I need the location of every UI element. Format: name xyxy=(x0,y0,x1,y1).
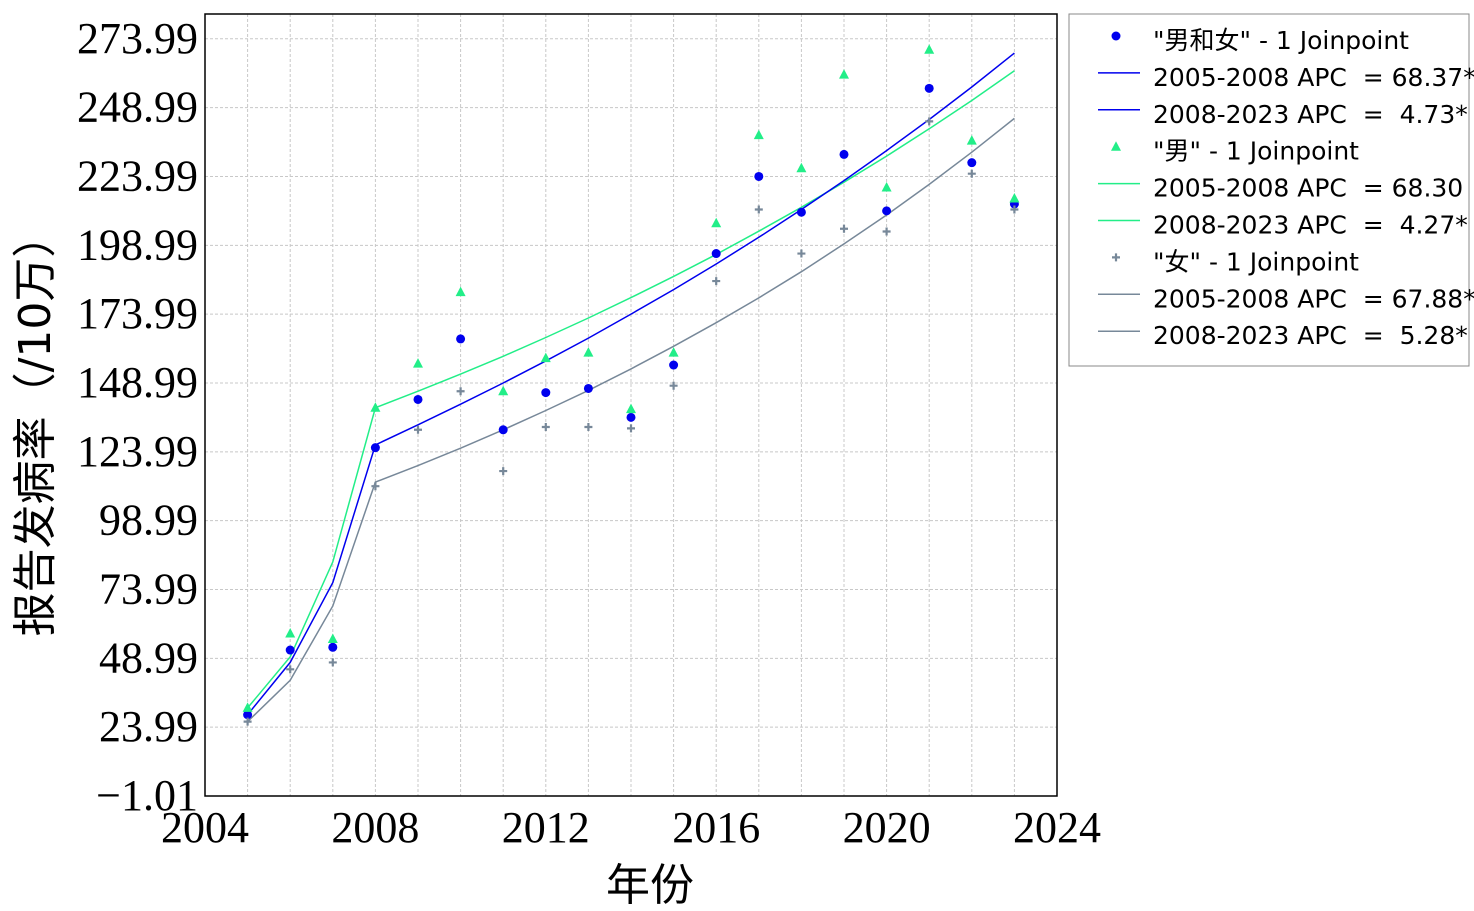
grid-lines xyxy=(204,14,1058,797)
data-point xyxy=(455,286,466,297)
y-tick-label: 198.99 xyxy=(77,220,198,269)
y-axis-title: 报告发病率（/10万） xyxy=(10,214,61,637)
data-point xyxy=(711,217,722,228)
x-axis-ticks: 2004 2008 2012 2016 2020 2024 xyxy=(161,803,1101,852)
data-point xyxy=(882,227,891,236)
data-point xyxy=(1111,141,1121,151)
data-point xyxy=(541,388,551,398)
y-tick-label: 23.99 xyxy=(99,702,198,751)
legend-segment-label: 2005-2008 APC = 68.30 xyxy=(1153,174,1463,203)
legend-series-name: "男" - 1 Joinpoint xyxy=(1153,137,1359,166)
x-tick-label: 2020 xyxy=(843,803,931,852)
plot-frame xyxy=(204,13,1058,797)
y-tick-label: 48.99 xyxy=(99,633,198,682)
data-point xyxy=(796,162,807,173)
data-point xyxy=(626,412,636,422)
data-point xyxy=(797,249,806,258)
data-point xyxy=(1010,205,1019,214)
data-point xyxy=(413,394,423,404)
data-point xyxy=(540,352,551,363)
x-tick-label: 2008 xyxy=(331,803,419,852)
data-point xyxy=(966,135,977,145)
data-point xyxy=(881,181,892,192)
x-axis-title: 年份 xyxy=(606,860,694,911)
legend: "男和女" - 1 Joinpoint 2005-2008 APC = 68.37… xyxy=(1068,13,1474,367)
data-point xyxy=(498,425,508,435)
y-tick-label: 98.99 xyxy=(99,496,198,545)
data-point xyxy=(584,423,593,432)
data-point xyxy=(1009,192,1020,203)
y-tick-label: 73.99 xyxy=(99,564,198,613)
data-point xyxy=(541,423,550,432)
data-point xyxy=(285,645,295,655)
data-points xyxy=(242,44,1020,726)
data-point xyxy=(754,205,763,214)
data-point xyxy=(583,347,594,357)
data-point xyxy=(882,206,892,216)
data-point xyxy=(285,628,296,638)
data-point xyxy=(839,69,849,79)
y-tick-label: 173.99 xyxy=(77,289,198,338)
x-tick-label: 2004 xyxy=(161,803,249,852)
y-axis-ticks: −1.01 23.99 48.99 73.99 98.99 123.99 148.99 173… xyxy=(77,14,198,820)
legend-segment-label: 2005-2008 APC = 68.37* xyxy=(1153,63,1474,92)
data-point xyxy=(328,658,337,667)
data-point xyxy=(626,403,636,414)
data-point xyxy=(286,665,295,674)
data-point xyxy=(498,385,509,396)
x-tick-label: 2024 xyxy=(1013,803,1101,852)
data-point xyxy=(840,224,848,233)
data-point xyxy=(583,383,593,393)
data-point xyxy=(925,117,934,126)
legend-segment-label: 2005-2008 APC = 67.88* xyxy=(1153,284,1474,313)
y-tick-label: −1.01 xyxy=(96,771,198,820)
legend-series-name: "男和女" - 1 Joinpoint xyxy=(1153,26,1409,55)
data-point xyxy=(243,710,253,720)
x-tick-label: 2016 xyxy=(672,803,760,852)
data-point xyxy=(627,424,635,433)
y-tick-label: 123.99 xyxy=(77,427,198,476)
data-point xyxy=(669,360,679,370)
data-point xyxy=(1111,31,1121,41)
data-point xyxy=(967,158,977,168)
data-point xyxy=(413,358,423,368)
data-point xyxy=(967,169,976,178)
y-tick-label: 148.99 xyxy=(77,358,198,407)
y-tick-label: 273.99 xyxy=(77,14,198,63)
legend-segment-label: 2008-2023 APC = 4.27* xyxy=(1153,211,1468,240)
data-point xyxy=(711,249,721,259)
data-point xyxy=(668,347,679,357)
legend-segment-label: 2008-2023 APC = 4.73* xyxy=(1153,100,1468,129)
data-point xyxy=(456,334,466,344)
data-point xyxy=(328,642,338,652)
data-point xyxy=(243,717,252,726)
data-point xyxy=(753,129,764,140)
data-point xyxy=(924,83,934,93)
data-point xyxy=(456,387,465,396)
data-point xyxy=(712,277,721,286)
data-point xyxy=(839,149,849,159)
data-point xyxy=(370,443,380,453)
data-point xyxy=(796,207,806,217)
legend-series-name: "女" - 1 Joinpoint xyxy=(1153,247,1359,276)
data-point xyxy=(370,402,381,412)
y-tick-label: 223.99 xyxy=(77,151,198,200)
data-point xyxy=(414,425,422,434)
data-point xyxy=(924,44,935,54)
legend-segment-label: 2008-2023 APC = 5.28* xyxy=(1153,321,1468,350)
data-point xyxy=(371,482,380,491)
data-point xyxy=(669,381,678,390)
data-point xyxy=(242,702,253,712)
data-point xyxy=(1112,253,1120,262)
data-point xyxy=(327,633,338,644)
y-tick-label: 248.99 xyxy=(77,83,198,132)
x-tick-label: 2012 xyxy=(502,803,590,852)
data-point xyxy=(754,171,764,181)
data-point xyxy=(499,467,508,476)
